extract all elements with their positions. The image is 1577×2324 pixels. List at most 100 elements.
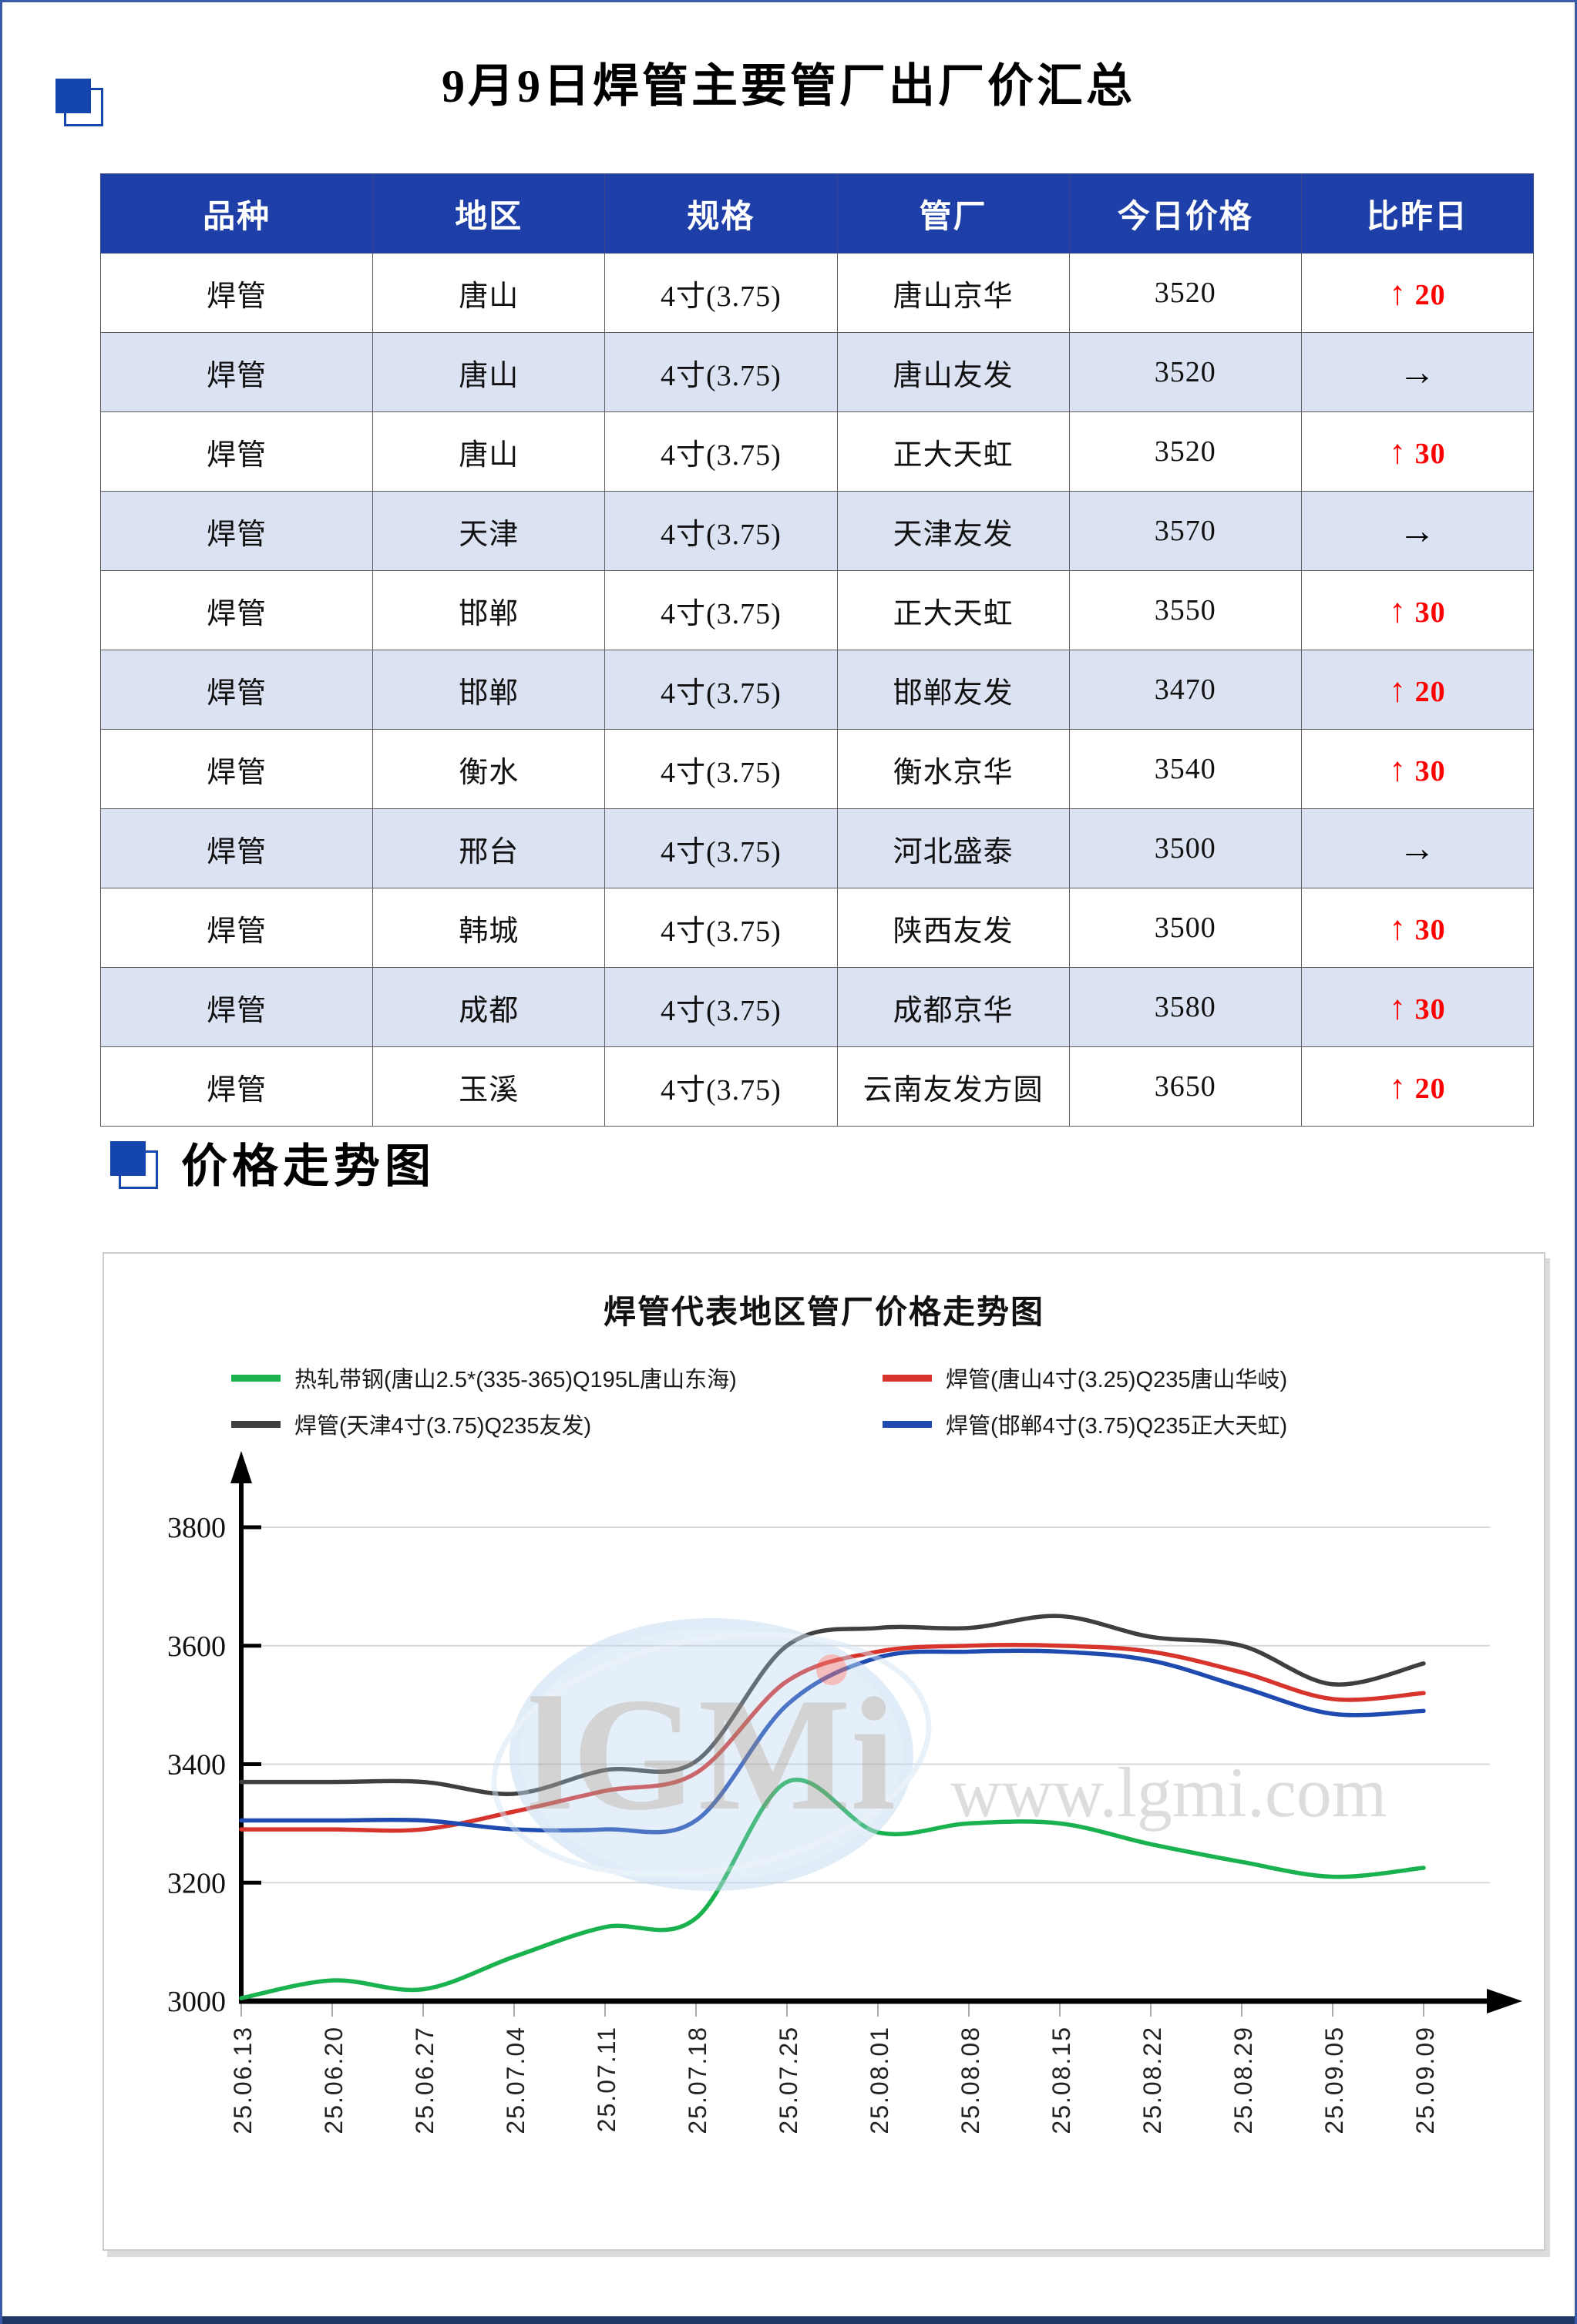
cell-mill: 成都京华: [836, 967, 1070, 1047]
table-row: 焊管 唐山 4寸(3.75) 唐山京华 3520 ↑ 20: [99, 253, 1535, 333]
change-up-indicator: ↑ 30: [1389, 908, 1446, 947]
cell-region: 唐山: [372, 253, 606, 333]
cell-region: 邯郸: [372, 650, 606, 730]
cell-region: 唐山: [372, 411, 606, 492]
cell-mill: 陕西友发: [836, 888, 1070, 968]
x-tick-label: 25.08.01: [866, 2026, 893, 2134]
cell-spec: 4寸(3.75): [604, 729, 838, 809]
cell-spec: 4寸(3.75): [604, 650, 838, 730]
column-header: 地区: [372, 173, 606, 254]
y-tick-label: 3800: [167, 1512, 226, 1544]
cell-price: 3650: [1068, 1046, 1302, 1127]
legend-swatch-icon: [231, 1374, 281, 1382]
chart-plot-area: 3000 3200 3400 3600 3800 25.06.13 25.06.20 25.0…: [110, 1446, 1536, 2244]
up-arrow-icon: ↑: [1389, 432, 1407, 471]
change-up-indicator: ↑ 20: [1389, 1067, 1446, 1106]
x-axis-arrow-icon: [1487, 1989, 1522, 2013]
cell-region: 邯郸: [372, 570, 606, 650]
x-tick-label: 25.08.29: [1229, 2026, 1257, 2134]
x-tick-label: 25.07.04: [502, 2026, 530, 2134]
cell-spec: 4寸(3.75): [604, 888, 838, 968]
title-bullet-icon: [55, 79, 103, 126]
column-header: 管厂: [836, 173, 1070, 254]
cell-variety: 焊管: [99, 1046, 374, 1127]
cell-change: ↑ 30: [1300, 570, 1535, 650]
series-line: [239, 1778, 1426, 2000]
x-tick-label: 25.09.05: [1320, 2026, 1348, 2134]
x-tick-label: 25.08.22: [1138, 2026, 1166, 2134]
table-row: 焊管 邢台 4寸(3.75) 河北盛泰 3500 →: [99, 808, 1535, 888]
up-arrow-icon: ↑: [1389, 670, 1407, 709]
chart-legend: 热轧带钢(唐山2.5*(335-365)Q195L唐山东海) 焊管(唐山4寸(3.…: [231, 1362, 1495, 1440]
cell-region: 衡水: [372, 729, 606, 809]
cell-variety: 焊管: [99, 888, 374, 968]
cell-change: ↑ 30: [1300, 411, 1535, 492]
table-row: 焊管 唐山 4寸(3.75) 正大天虹 3520 ↑ 30: [99, 411, 1535, 492]
y-axis-arrow-icon: [230, 1451, 252, 1483]
x-tick-label: 25.07.18: [684, 2026, 711, 2134]
change-up-indicator: ↑ 20: [1389, 670, 1446, 709]
cell-region: 邢台: [372, 808, 606, 888]
cell-change: ↑ 20: [1300, 650, 1535, 730]
cell-change: →: [1300, 332, 1535, 412]
cell-change: ↑ 20: [1300, 1046, 1535, 1127]
price-trend-chart: 3000 3200 3400 3600 3800 25.06.13 25.06.20 25.0…: [167, 1451, 1522, 2134]
cell-variety: 焊管: [99, 253, 374, 333]
cell-price: 3520: [1068, 253, 1302, 333]
x-tick-label: 25.07.25: [775, 2026, 802, 2134]
legend-item: 焊管(天津4寸(3.75)Q235友发): [231, 1408, 883, 1440]
chart-title: 焊管代表地区管厂价格走势图: [603, 1294, 1044, 1330]
cell-change: ↑ 30: [1300, 888, 1535, 968]
section-bullet-icon: [110, 1141, 158, 1189]
x-tick-label: 25.06.20: [320, 2026, 348, 2134]
cell-variety: 焊管: [99, 570, 374, 650]
cell-spec: 4寸(3.75): [604, 570, 838, 650]
legend-swatch-icon: [883, 1420, 932, 1428]
cell-price: 3520: [1068, 411, 1302, 492]
legend-label: 焊管(邯郸4寸(3.75)Q235正大天虹): [946, 1414, 1288, 1439]
cell-price: 3570: [1068, 491, 1302, 571]
cell-mill: 正大天虹: [836, 570, 1070, 650]
change-up-indicator: ↑ 30: [1389, 432, 1446, 471]
y-tick-label: 3600: [167, 1630, 226, 1663]
column-header: 规格: [604, 173, 838, 254]
x-tick-label: 25.07.11: [593, 2026, 620, 2132]
watermark-url: www.lgmi.com: [950, 1753, 1387, 1832]
column-header: 品种: [99, 173, 374, 254]
unchanged-arrow-icon: →: [1398, 510, 1437, 552]
change-up-indicator: ↑ 30: [1389, 750, 1446, 788]
cell-mill: 衡水京华: [836, 729, 1070, 809]
cell-spec: 4寸(3.75): [604, 967, 838, 1047]
cell-variety: 焊管: [99, 729, 374, 809]
cell-change: →: [1300, 808, 1535, 888]
x-tick-label: 25.06.13: [229, 2026, 257, 2134]
cell-price: 3540: [1068, 729, 1302, 809]
legend-swatch-icon: [231, 1420, 281, 1428]
cell-spec: 4寸(3.75): [604, 411, 838, 492]
cell-change: ↑ 30: [1300, 967, 1535, 1047]
unchanged-arrow-icon: →: [1398, 351, 1437, 393]
cell-price: 3470: [1068, 650, 1302, 730]
change-up-indicator: ↑ 30: [1389, 591, 1446, 630]
table-row: 焊管 邯郸 4寸(3.75) 邯郸友发 3470 ↑ 20: [99, 650, 1535, 730]
up-arrow-icon: ↑: [1389, 988, 1407, 1026]
cell-change: ↑ 30: [1300, 729, 1535, 809]
y-tick-label: 3400: [167, 1749, 226, 1782]
legend-item: 焊管(唐山4寸(3.25)Q235唐山华岐): [883, 1362, 1495, 1394]
cell-variety: 焊管: [99, 650, 374, 730]
x-tick-label: 25.08.08: [957, 2026, 984, 2134]
cell-variety: 焊管: [99, 411, 374, 492]
watermark: lGMi www.lgmi.com: [491, 1618, 1387, 1891]
cell-mill: 唐山京华: [836, 253, 1070, 333]
unchanged-arrow-icon: →: [1398, 828, 1437, 869]
up-arrow-icon: ↑: [1389, 591, 1407, 630]
column-header: 今日价格: [1068, 173, 1302, 254]
cell-mill: 天津友发: [836, 491, 1070, 571]
up-arrow-icon: ↑: [1389, 750, 1407, 788]
cell-change: ↑ 20: [1300, 253, 1535, 333]
cell-region: 成都: [372, 967, 606, 1047]
price-table: 品种 地区 规格 管厂 今日价格 比昨日 焊管 唐山 4寸(3.75) 唐山京华 3520 ↑ 20…: [99, 173, 1535, 1127]
cell-spec: 4寸(3.75): [604, 1046, 838, 1127]
cell-mill: 唐山友发: [836, 332, 1070, 412]
